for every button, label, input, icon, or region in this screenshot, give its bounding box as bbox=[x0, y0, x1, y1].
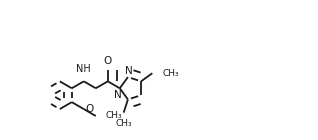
Text: O: O bbox=[104, 56, 112, 66]
Text: O: O bbox=[85, 104, 93, 114]
Text: CH₃: CH₃ bbox=[106, 111, 122, 121]
Text: NH: NH bbox=[76, 64, 91, 74]
Text: N: N bbox=[125, 66, 133, 76]
Text: CH₃: CH₃ bbox=[162, 69, 179, 78]
Text: N: N bbox=[114, 90, 122, 100]
Text: CH₃: CH₃ bbox=[115, 119, 132, 128]
